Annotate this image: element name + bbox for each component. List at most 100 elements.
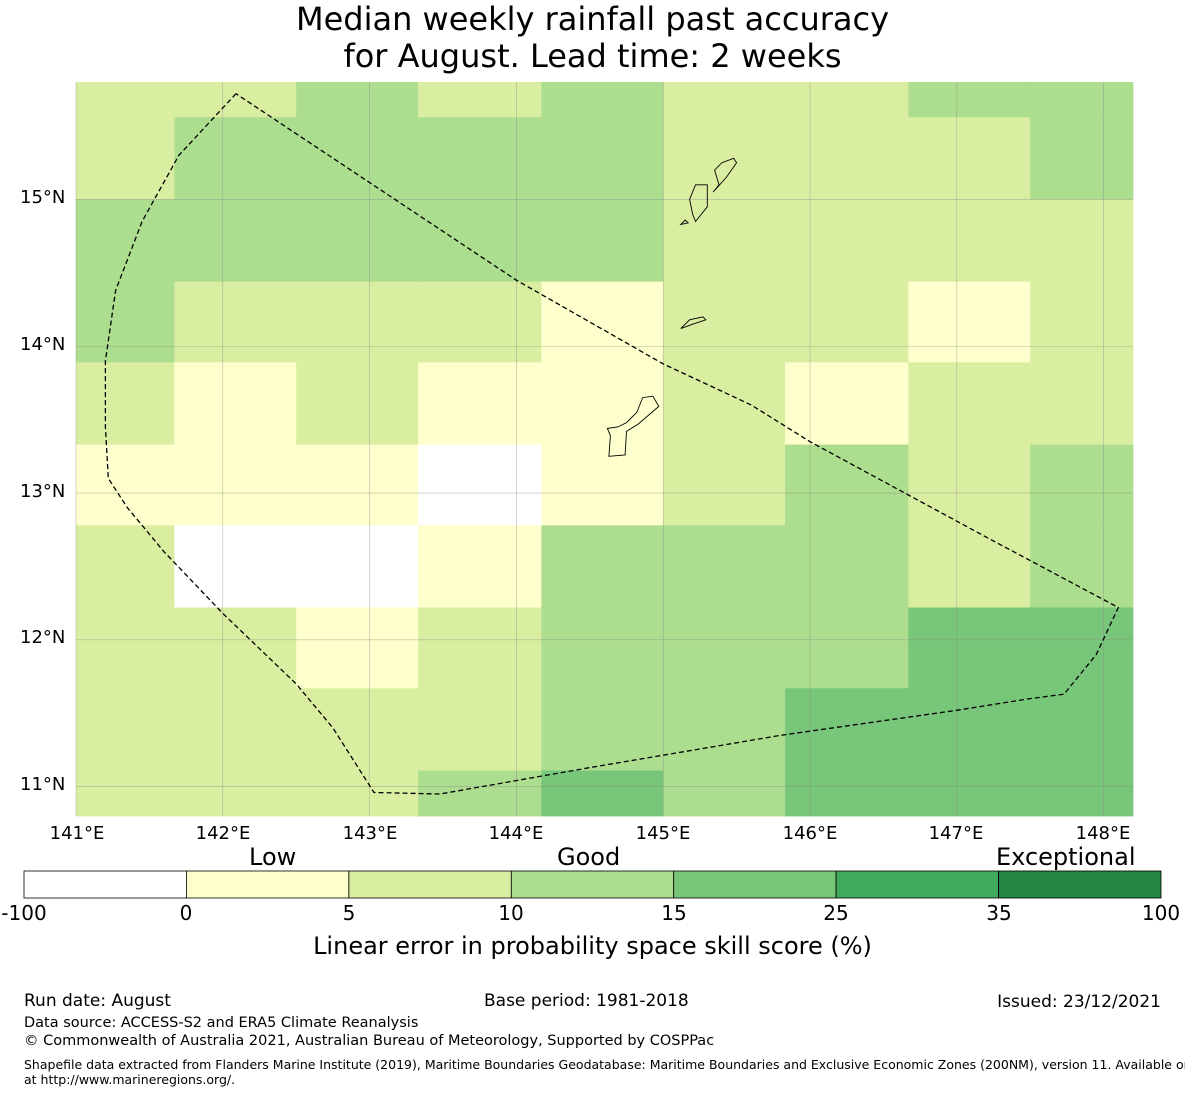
grid-cell [296, 82, 419, 118]
colorbar-label-low: Low [249, 843, 297, 871]
colorbar-bin [998, 870, 1162, 899]
grid-cell [296, 199, 419, 282]
run-date: Run date: August [24, 991, 171, 1011]
grid-cell [174, 82, 297, 118]
grid-cell [76, 281, 175, 363]
grid-cell [663, 82, 786, 118]
colorbar-bin [835, 870, 999, 899]
grid-cell [663, 525, 786, 608]
lon-tick-label: 142°E [195, 823, 251, 844]
lat-tick-label: 15°N [20, 187, 66, 208]
colorbar-bin [348, 870, 512, 899]
grid-cell [785, 770, 909, 817]
island-outline [679, 219, 690, 226]
grid-cell [296, 281, 419, 363]
colorbar-bin [673, 870, 837, 899]
grid-cell [541, 444, 664, 526]
grid-cell [785, 444, 909, 526]
island-outline [680, 316, 707, 330]
grid-cell [1030, 525, 1134, 608]
grid-cell [174, 525, 297, 608]
grid-cell [541, 82, 664, 118]
island-outlines [606, 157, 738, 457]
grid-cell [1030, 117, 1134, 200]
grid-cell [174, 362, 297, 445]
grid-cell [785, 688, 909, 771]
lat-tick-label: 14°N [20, 334, 66, 355]
grid-cell [1030, 607, 1134, 689]
grid-cell [663, 607, 786, 689]
chart-title-line2: for August. Lead time: 2 weeks [343, 37, 842, 75]
grid-cell [908, 770, 1031, 817]
grid-cell [663, 117, 786, 200]
colorbar-bin [185, 870, 350, 899]
grid-cell [174, 607, 297, 689]
grid-cell [296, 362, 419, 445]
island-outline [606, 395, 660, 457]
grid-cell [663, 444, 786, 526]
grid-cell [908, 607, 1031, 689]
grid-cell [1030, 444, 1134, 526]
data-source: Data source: ACCESS-S2 and ERA5 Climate … [24, 1015, 419, 1031]
grid-cell [785, 607, 909, 689]
grid-cell [296, 117, 419, 200]
colorbar [23, 870, 1162, 899]
colorbar-tick-label: 0 [179, 901, 193, 925]
lon-tick-label: 146°E [782, 823, 838, 844]
issued-date: Issued: 23/12/2021 [997, 992, 1161, 1012]
grid-cell [418, 688, 542, 771]
grid-cell [541, 607, 664, 689]
grid-cell [296, 607, 419, 689]
lon-tick-label: 144°E [488, 823, 544, 844]
grid-cell [541, 117, 664, 200]
grid-cell [1030, 199, 1134, 282]
grid-cell [418, 281, 542, 363]
shapefile-credit-line2: at http://www.marineregions.org/. [24, 1072, 236, 1087]
grid-cell [908, 362, 1031, 445]
copyright: © Commonwealth of Australia 2021, Austra… [24, 1033, 715, 1049]
grid-cell [1030, 770, 1134, 817]
lon-tick-label: 145°E [635, 823, 691, 844]
grid-cell [663, 688, 786, 771]
grid-cell [76, 607, 175, 689]
colorbar-label-exceptional: Exceptional [996, 843, 1136, 871]
grid-cell [296, 444, 419, 526]
grid-cell [541, 199, 664, 282]
grid-cell [76, 117, 175, 200]
island-outline [712, 157, 738, 193]
colorbar-tick-label: 35 [986, 901, 1012, 925]
grid-cell [1030, 688, 1134, 771]
island-outline [689, 184, 708, 223]
base-period: Base period: 1981-2018 [484, 991, 689, 1011]
grid-cell [418, 362, 542, 445]
grid-cell [785, 362, 909, 445]
colorbar-tick-label: -100 [1, 901, 47, 925]
grid-cell [174, 117, 297, 200]
chart-title-line1: Median weekly rainfall past accuracy [295, 0, 890, 38]
colorbar-tick-label: 100 [1141, 901, 1181, 925]
grid-cell [76, 770, 175, 817]
grid-cell [418, 82, 542, 118]
grid-cell [76, 525, 175, 608]
grid-cell [418, 525, 542, 608]
skill-score-grid [76, 82, 1134, 817]
grid-cell [174, 199, 297, 282]
grid-cell [418, 607, 542, 689]
colorbar-tick-label: 25 [823, 901, 849, 925]
grid-cell [296, 688, 419, 771]
lon-tick-label: 147°E [928, 823, 984, 844]
colorbar-title: Linear error in probability space skill … [313, 932, 872, 960]
lat-tick-label: 12°N [20, 627, 66, 648]
grid-cell [418, 199, 542, 282]
grid-cell [908, 525, 1031, 608]
grid-cell [174, 688, 297, 771]
colorbar-bin [510, 870, 675, 899]
lon-tick-label: 148°E [1075, 823, 1131, 844]
graticule [75, 82, 1133, 816]
grid-cell [1030, 82, 1134, 118]
grid-cell [785, 525, 909, 608]
colorbar-tick-label: 5 [342, 901, 356, 925]
grid-cell [418, 117, 542, 200]
grid-cell [663, 770, 786, 817]
